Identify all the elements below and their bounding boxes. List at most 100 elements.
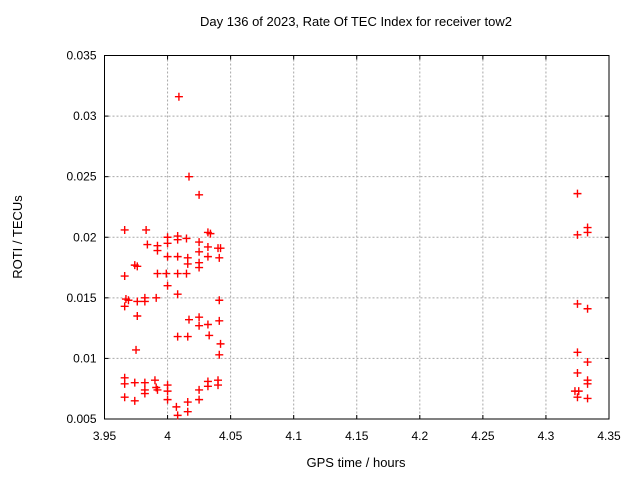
x-axis-title: GPS time / hours	[307, 455, 406, 470]
data-point-marker	[140, 389, 149, 398]
y-tick-label: 0.01	[73, 351, 97, 365]
data-points	[120, 92, 592, 420]
tick-labels: 3.95 4 4.05 4.1 4.15 4.2 4.25 4.3 4.35 0.005 0.01 0…	[66, 49, 621, 444]
data-point-marker	[573, 368, 582, 377]
data-point-marker	[583, 379, 592, 388]
x-tick-label: 4.25	[471, 429, 495, 443]
data-point-marker	[203, 252, 212, 261]
data-point-marker	[182, 269, 191, 278]
data-point-marker	[583, 394, 592, 403]
gridlines	[104, 55, 609, 419]
data-point-marker	[203, 382, 212, 391]
y-tick-label: 0.025	[66, 170, 96, 184]
data-point-marker	[214, 381, 223, 390]
data-point-marker	[583, 358, 592, 367]
data-point-marker	[163, 387, 172, 396]
data-point-marker	[172, 402, 181, 411]
data-point-marker	[183, 332, 192, 341]
data-point-marker	[153, 246, 162, 255]
x-tick-label: 4	[164, 429, 171, 443]
data-point-marker	[583, 304, 592, 313]
data-point-marker	[173, 411, 182, 420]
data-point-marker	[206, 229, 215, 238]
data-point-marker	[173, 252, 182, 261]
data-point-marker	[215, 316, 224, 325]
data-point-marker	[195, 238, 204, 247]
data-point-marker	[132, 345, 141, 354]
data-point-marker	[216, 339, 225, 348]
data-point-marker	[173, 235, 182, 244]
data-point-marker	[215, 296, 224, 305]
data-point-marker	[174, 92, 183, 101]
y-tick-label: 0.005	[66, 412, 96, 426]
data-point-marker	[215, 253, 224, 262]
x-tick-label: 4.15	[345, 429, 369, 443]
data-point-marker	[130, 378, 139, 387]
x-tick-label: 4.2	[411, 429, 428, 443]
data-point-marker	[163, 239, 172, 248]
chart-title: Day 136 of 2023, Rate Of TEC Index for r…	[200, 14, 512, 29]
data-point-marker	[195, 395, 204, 404]
data-point-marker	[185, 172, 194, 181]
data-point-marker	[573, 299, 582, 308]
data-point-marker	[153, 385, 162, 394]
data-point-marker	[152, 293, 161, 302]
data-point-marker	[120, 393, 129, 402]
data-point-marker	[573, 348, 582, 357]
data-point-marker	[583, 228, 592, 237]
x-tick-label: 4.3	[538, 429, 555, 443]
data-point-marker	[120, 272, 129, 281]
data-point-marker	[195, 263, 204, 272]
data-point-marker	[195, 385, 204, 394]
data-point-marker	[205, 331, 214, 340]
data-point-marker	[163, 281, 172, 290]
y-tick-label: 0.02	[73, 230, 97, 244]
data-point-marker	[195, 313, 204, 322]
x-tick-label: 4.1	[285, 429, 302, 443]
data-point-marker	[120, 379, 129, 388]
data-point-marker	[574, 387, 583, 396]
data-point-marker	[216, 244, 225, 253]
data-point-marker	[150, 376, 159, 385]
y-tick-label: 0.03	[73, 109, 97, 123]
data-point-marker	[153, 269, 162, 278]
data-point-marker	[173, 269, 182, 278]
y-axis-title: ROTI / TECUs	[10, 195, 25, 279]
data-point-marker	[130, 396, 139, 405]
data-point-marker	[182, 234, 191, 243]
data-point-marker	[120, 302, 129, 311]
data-point-marker	[140, 297, 149, 306]
data-point-marker	[183, 407, 192, 416]
y-tick-label: 0.015	[66, 291, 96, 305]
data-point-marker	[120, 225, 129, 234]
x-tick-label: 3.95	[93, 429, 117, 443]
data-point-marker	[183, 398, 192, 407]
data-point-marker	[183, 259, 192, 268]
data-point-marker	[203, 242, 212, 251]
data-point-marker	[143, 240, 152, 249]
y-tick-label: 0.035	[66, 49, 96, 63]
data-point-marker	[142, 225, 151, 234]
data-point-marker	[203, 320, 212, 329]
axis-ticks	[104, 55, 610, 420]
data-point-marker	[133, 262, 142, 271]
data-point-marker	[163, 395, 172, 404]
data-point-marker	[140, 378, 149, 387]
x-tick-label: 4.35	[597, 429, 621, 443]
x-tick-label: 4.05	[219, 429, 243, 443]
data-point-marker	[573, 189, 582, 198]
data-point-marker	[133, 312, 142, 321]
data-point-marker	[215, 350, 224, 359]
data-point-marker	[124, 296, 133, 305]
data-point-marker	[573, 393, 582, 402]
data-point-marker	[195, 190, 204, 199]
data-point-marker	[162, 269, 171, 278]
data-point-marker	[133, 297, 142, 306]
data-point-marker	[195, 321, 204, 330]
data-point-marker	[173, 332, 182, 341]
data-point-marker	[163, 252, 172, 261]
data-point-marker	[573, 230, 582, 239]
data-point-marker	[195, 247, 204, 256]
